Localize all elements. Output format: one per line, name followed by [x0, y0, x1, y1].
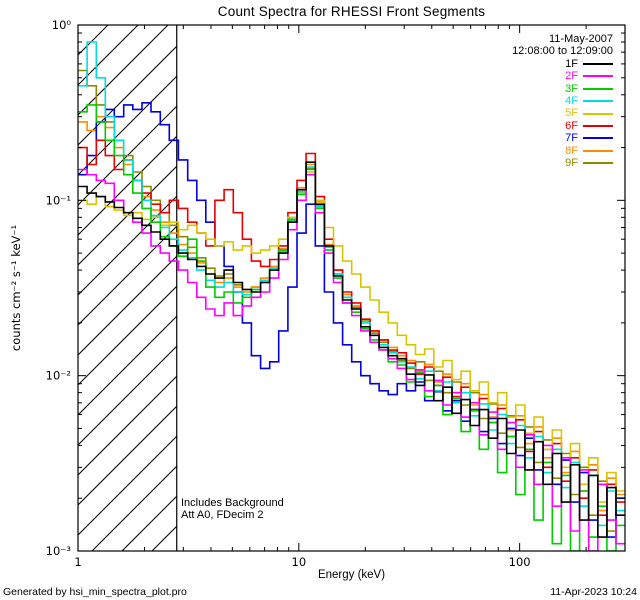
- plot-border: [77, 24, 626, 552]
- legend-entry-2F: 2F: [512, 70, 613, 82]
- legend-line-swatch: [583, 149, 613, 152]
- y-tick-label: 10⁰: [52, 18, 72, 32]
- x-tick-label: 10: [292, 555, 307, 569]
- legend: 11-May-2007 12:08:00 to 12:09:00 1F 2F 3F 4…: [512, 33, 613, 169]
- legend-line-swatch: [583, 75, 613, 78]
- x-axis-label: Energy (keV): [317, 569, 386, 581]
- legend-line-swatch: [583, 137, 613, 140]
- legend-label: 7F: [565, 132, 578, 145]
- footer-generator: Generated by hsi_min_spectra_plot.pro: [3, 586, 187, 598]
- legend-line-swatch: [583, 112, 613, 115]
- legend-line-swatch: [583, 100, 613, 103]
- legend-label: 5F: [565, 107, 578, 120]
- axis-ticks: [77, 24, 625, 552]
- spectra-series: [78, 41, 625, 551]
- footer-timestamp: 11-Apr-2023 10:24: [550, 586, 637, 598]
- legend-label: 1F: [565, 57, 578, 70]
- legend-line-swatch: [583, 162, 613, 165]
- obs-time-range: 12:08:00 to 12:09:00: [512, 45, 613, 58]
- legend-entry-9F: 9F: [512, 157, 613, 169]
- legend-label: 3F: [565, 82, 578, 95]
- legend-entry-4F: 4F: [512, 95, 613, 107]
- legend-entry-7F: 7F: [512, 132, 613, 144]
- x-tick-label: 1: [74, 555, 81, 569]
- legend-label: 4F: [565, 94, 578, 107]
- y-tick-label: 10⁻³: [46, 544, 72, 558]
- legend-line-swatch: [583, 62, 613, 65]
- legend-entry-8F: 8F: [512, 145, 613, 157]
- legend-label: 8F: [565, 144, 578, 157]
- legend-label: 2F: [565, 70, 578, 83]
- legend-label: 9F: [565, 156, 578, 169]
- obs-date: 11-May-2007: [549, 33, 613, 45]
- legend-entry-6F: 6F: [512, 120, 613, 132]
- background-note: Includes Background: [181, 497, 284, 509]
- y-tick-label: 10⁻¹: [46, 193, 71, 207]
- series-5F-line: [78, 171, 625, 503]
- attenuator-note: Att A0, FDecim 2: [181, 509, 264, 521]
- legend-line-swatch: [583, 87, 613, 90]
- y-axis-label: counts cm⁻² s⁻¹ keV⁻¹: [9, 224, 23, 352]
- legend-entries: 1F 2F 3F 4F 5F 6F 7F 8F 9F: [512, 58, 613, 170]
- y-tick-label: 10⁻²: [46, 369, 71, 383]
- legend-label: 6F: [565, 119, 578, 132]
- legend-entry-1F: 1F: [512, 58, 613, 70]
- legend-line-swatch: [583, 124, 613, 127]
- series-1F-line: [78, 161, 625, 538]
- page-title: Count Spectra for RHESSI Front Segments: [217, 4, 486, 19]
- legend-entry-5F: 5F: [512, 107, 613, 119]
- x-tick-label: 100: [509, 555, 531, 569]
- legend-entry-3F: 3F: [512, 83, 613, 95]
- excluded-region-hatch: [78, 25, 177, 551]
